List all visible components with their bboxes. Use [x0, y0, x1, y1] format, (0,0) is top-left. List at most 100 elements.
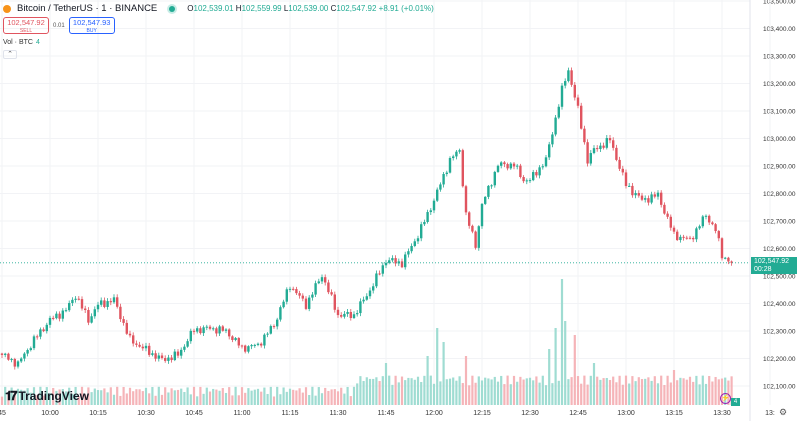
- volume-bar: [720, 378, 724, 405]
- candle-body: [272, 326, 276, 328]
- candle-body: [436, 189, 439, 201]
- candle-body: [317, 281, 320, 284]
- volume-bar: [285, 391, 288, 405]
- candle-body: [679, 236, 682, 241]
- candle-body: [330, 292, 333, 295]
- candle-body: [13, 359, 16, 367]
- candle-body: [548, 144, 551, 158]
- candle-body: [138, 344, 141, 347]
- volume-bar: [384, 363, 388, 405]
- volume-bar: [368, 378, 372, 405]
- volume-bar: [663, 384, 666, 405]
- volume-bar: [154, 395, 157, 405]
- volume-bar: [388, 375, 391, 405]
- candle-body: [496, 165, 500, 172]
- candle-body: [42, 329, 45, 332]
- candle-body: [218, 326, 221, 334]
- candle-body: [186, 341, 189, 347]
- volume-bar: [106, 392, 109, 405]
- volume-bar: [599, 379, 602, 405]
- time-tick: 12:00: [425, 410, 443, 417]
- volume-bar: [503, 384, 506, 405]
- settings-gear-icon[interactable]: ⚙: [779, 407, 788, 417]
- price-tick: 102,800.00: [763, 191, 796, 198]
- volume-bar: [711, 381, 714, 405]
- volume-bar: [112, 394, 116, 405]
- volume-bar: [637, 377, 640, 405]
- volume-bar: [256, 388, 260, 405]
- candle-body: [333, 294, 336, 310]
- candle-body: [394, 258, 397, 264]
- candle-body: [231, 336, 234, 340]
- candle-body: [621, 168, 624, 173]
- candle-body: [276, 319, 279, 327]
- candle-body: [247, 346, 250, 352]
- candle-body: [29, 348, 32, 351]
- candle-body: [458, 150, 461, 152]
- volume-bar: [240, 387, 244, 405]
- volume-bar: [298, 388, 301, 405]
- candle-body: [605, 138, 608, 148]
- volume-bar: [500, 375, 503, 405]
- buy-button[interactable]: 102,547.93 BUY: [68, 17, 115, 34]
- volume-bar: [343, 393, 346, 405]
- volume-bar: [676, 380, 679, 405]
- candle-body: [74, 298, 77, 300]
- volume-bar: [253, 389, 256, 405]
- symbol-title[interactable]: Bitcoin / TetherUS · 1 · BINANCE: [17, 3, 158, 14]
- volume-bar: [212, 388, 215, 405]
- candle-body: [535, 172, 538, 176]
- candle-body: [592, 148, 596, 154]
- candle-body: [36, 336, 39, 338]
- time-tick: 10:00: [41, 410, 59, 417]
- volume-bar: [541, 375, 544, 405]
- volume-bar: [692, 381, 695, 405]
- volume-bar: [42, 395, 45, 405]
- sell-button[interactable]: 102,547.92 SELL: [3, 17, 49, 34]
- collapse-legend-button[interactable]: ⌃: [3, 50, 17, 59]
- volume-bar: [704, 383, 708, 405]
- candle-body: [727, 257, 730, 262]
- volume-bar: [458, 376, 461, 405]
- lightning-icon[interactable]: ⚡: [720, 393, 731, 404]
- volume-bar: [202, 393, 205, 405]
- volume-bar: [439, 381, 442, 405]
- candle-body: [183, 346, 186, 350]
- volume-bar: [218, 390, 221, 405]
- volume-bar: [400, 376, 404, 405]
- candle-body: [618, 159, 621, 169]
- time-tick: 13:15: [665, 410, 683, 417]
- volume-bar: [36, 395, 39, 405]
- volume-bar: [80, 386, 84, 405]
- volume-bar: [525, 378, 528, 405]
- candle-body: [672, 227, 676, 232]
- volume-bar: [109, 387, 112, 405]
- candle-body: [704, 215, 708, 217]
- candle-body: [199, 328, 202, 334]
- volume-bar: [320, 393, 324, 405]
- candle-body: [688, 237, 692, 239]
- volume-bar: [391, 384, 394, 405]
- candle-body: [490, 185, 493, 187]
- candle-body: [77, 298, 80, 300]
- volume-bar: [32, 387, 36, 405]
- volume-bar: [672, 370, 676, 405]
- volume-bar: [554, 328, 557, 405]
- volume-bar: [567, 379, 570, 405]
- tradingview-logo[interactable]: 𝟏𝟕 TradingView: [5, 388, 89, 403]
- volume-bar: [631, 376, 634, 405]
- volume-legend: Vol · BTC 4: [3, 39, 40, 46]
- candle-body: [269, 326, 272, 334]
- candle-body: [340, 315, 343, 317]
- candle-body: [445, 172, 448, 175]
- candle-body: [87, 309, 90, 323]
- volume-bar: [682, 378, 685, 405]
- candle-body: [58, 313, 61, 319]
- volume-bar: [564, 321, 567, 405]
- volume-bar: [237, 395, 240, 405]
- time-tick: 45: [0, 410, 6, 417]
- volume-bar: [372, 378, 375, 405]
- candle-body: [480, 203, 484, 227]
- candle-body: [506, 164, 509, 169]
